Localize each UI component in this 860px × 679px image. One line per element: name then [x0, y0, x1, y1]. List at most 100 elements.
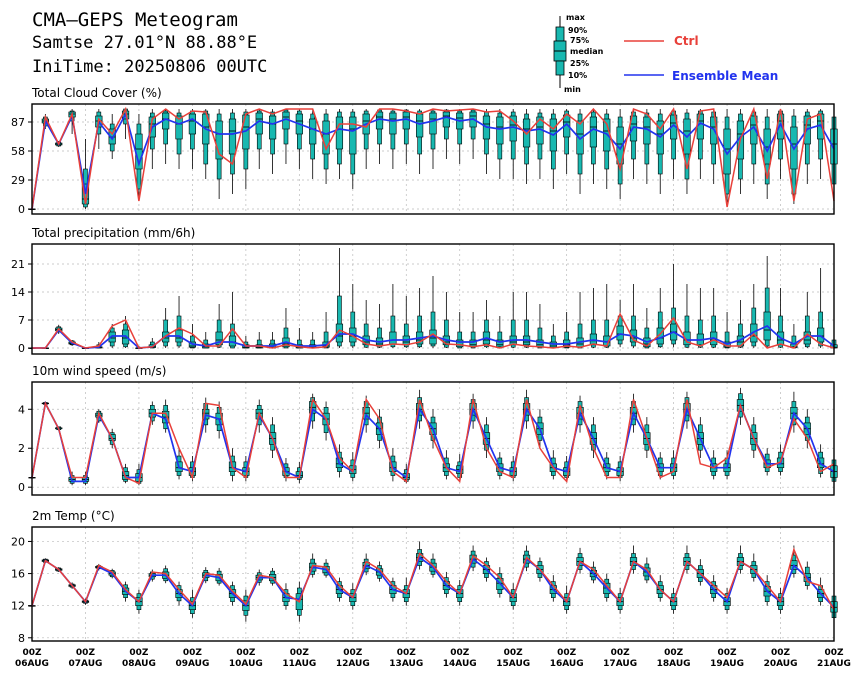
x-hour-label: 00Z — [129, 648, 149, 658]
x-day-label: 13AUG — [389, 659, 423, 669]
ctrl-line — [31, 397, 835, 485]
box-28 — [402, 109, 410, 164]
box-29 — [416, 109, 424, 174]
box-outer — [724, 331, 730, 349]
y-tick-label: 0 — [18, 342, 25, 355]
x-day-label: 16AUG — [550, 659, 584, 669]
box-16 — [242, 109, 250, 189]
box-37 — [522, 109, 531, 184]
x-hour-label: 00Z — [290, 648, 310, 658]
box-inner — [429, 112, 437, 135]
box-38 — [536, 304, 544, 349]
box-19 — [282, 109, 290, 164]
box-22 — [322, 109, 330, 184]
box-46 — [643, 109, 651, 184]
box-21 — [309, 109, 317, 179]
box-27 — [389, 109, 397, 169]
box-inner — [309, 118, 317, 145]
box-24 — [349, 109, 357, 189]
box-26 — [375, 109, 384, 164]
box-inner — [616, 325, 624, 341]
legend-p75: 75% — [570, 36, 589, 45]
box-outer — [778, 315, 783, 348]
box-49 — [683, 109, 691, 194]
box-27 — [389, 284, 397, 348]
panel-frame — [31, 243, 835, 355]
box-12 — [188, 109, 197, 169]
box-inner — [589, 116, 597, 148]
box-14 — [215, 304, 223, 348]
box-inner — [416, 113, 424, 138]
box-outer — [444, 319, 449, 348]
y-tick-label: 14 — [11, 286, 25, 299]
panel-title: Total precipitation (mm/6h) — [31, 226, 195, 240]
legend-median-label: median — [570, 47, 604, 56]
box-42 — [589, 288, 597, 348]
box-40 — [563, 109, 571, 174]
box-inner — [723, 128, 731, 175]
x-hour-label: 00Z — [664, 648, 684, 658]
x-day-label: 12AUG — [336, 659, 370, 669]
x-day-label: 11AUG — [282, 659, 316, 669]
panel-frame — [31, 103, 835, 215]
box-outer — [390, 315, 396, 348]
box-inner — [228, 335, 237, 347]
x-hour-label: 00Z — [183, 648, 203, 658]
box-33 — [469, 109, 477, 159]
panel-title: 10m wind speed (m/s) — [32, 364, 166, 378]
box-inner — [349, 116, 357, 155]
box-25 — [362, 109, 370, 169]
ctrl-line — [31, 547, 835, 611]
box-outer — [591, 319, 596, 348]
legend-mean-label: Ensemble Mean — [672, 69, 778, 83]
box-outer — [738, 323, 743, 348]
box-44 — [616, 109, 624, 199]
box-59 — [817, 109, 825, 179]
box-34 — [482, 300, 491, 348]
box-18 — [268, 109, 277, 174]
box-inner — [335, 116, 344, 150]
station-location: Samtse 27.01°N 88.88°E — [32, 33, 257, 53]
x-hour-label: 00Z — [824, 648, 844, 658]
x-day-label: 21AUG — [817, 659, 851, 669]
box-outer — [604, 319, 610, 348]
y-tick-label: 87 — [11, 116, 25, 129]
box-34 — [482, 109, 491, 174]
box-39 — [549, 109, 557, 189]
box-outer — [684, 315, 690, 348]
box-55 — [763, 256, 771, 348]
legend-max: max — [566, 13, 586, 22]
x-hour-label: 00Z — [450, 648, 470, 658]
legend-p10: 10% — [568, 71, 587, 80]
box-35 — [496, 316, 504, 349]
panel-1: Total Cloud Cover (%) 0 29 58 87 — [11, 86, 838, 216]
x-day-label: 10AUG — [229, 659, 263, 669]
y-tick-label: 21 — [11, 258, 25, 271]
box-outer — [537, 327, 543, 349]
box-inner — [389, 331, 397, 345]
x-axis: 00Z06AUG00Z07AUG00Z08AUG00Z09AUG00Z10AUG… — [15, 648, 851, 669]
legend-p90: 90% — [568, 26, 587, 35]
x-hour-label: 00Z — [771, 648, 791, 658]
box-outer — [417, 315, 422, 348]
x-day-label: 14AUG — [443, 659, 477, 669]
box-outer — [577, 323, 583, 349]
box-outer — [804, 315, 810, 348]
y-tick-label: 4 — [18, 403, 25, 416]
ctrl-line — [31, 106, 835, 210]
panel-title: Total Cloud Cover (%) — [31, 86, 162, 100]
box-inner — [215, 120, 223, 160]
box-inner — [228, 118, 237, 155]
box-7 — [121, 463, 130, 484]
legend-outer-box — [555, 26, 565, 42]
box-55 — [763, 109, 771, 199]
box-48 — [669, 264, 678, 348]
box-52 — [723, 109, 731, 204]
box-51 — [710, 450, 718, 480]
box-outer — [510, 319, 516, 348]
box-outer — [430, 311, 436, 347]
box-10 — [162, 109, 170, 164]
box-15 — [228, 292, 237, 349]
box-inner — [175, 115, 183, 140]
